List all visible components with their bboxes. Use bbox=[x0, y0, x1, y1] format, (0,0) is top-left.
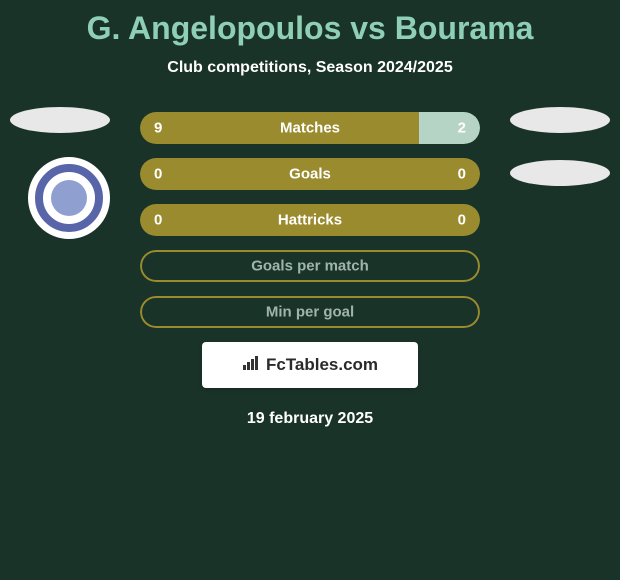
date-text: 19 february 2025 bbox=[0, 410, 620, 428]
stat-row-goals: 0 Goals 0 bbox=[140, 158, 480, 190]
stat-row-hattricks: 0 Hattricks 0 bbox=[140, 204, 480, 236]
stat-label: Goals per match bbox=[251, 258, 369, 275]
club-logo-left bbox=[28, 157, 110, 239]
stat-value-right: 0 bbox=[458, 166, 466, 183]
stat-value-left: 0 bbox=[154, 212, 162, 229]
brand-logo-box[interactable]: FcTables.com bbox=[202, 342, 418, 388]
club-logo-inner bbox=[32, 161, 106, 235]
stat-row-mpg: Min per goal bbox=[140, 296, 480, 328]
stat-row-matches: 9 Matches 2 bbox=[140, 112, 480, 144]
page-title: G. Angelopoulos vs Bourama bbox=[0, 10, 620, 47]
comparison-area: 9 Matches 2 0 Goals 0 0 Hattricks 0 Go bbox=[0, 112, 620, 428]
stat-value-right: 2 bbox=[458, 120, 466, 137]
stat-rows: 9 Matches 2 0 Goals 0 0 Hattricks 0 Go bbox=[140, 112, 480, 328]
player-left-badge bbox=[10, 107, 110, 133]
player-right-badge-2 bbox=[510, 160, 610, 186]
stat-value-right: 0 bbox=[458, 212, 466, 229]
stat-value-left: 0 bbox=[154, 166, 162, 183]
stat-label: Min per goal bbox=[266, 304, 354, 321]
chart-icon bbox=[242, 355, 262, 376]
stat-label: Matches bbox=[280, 120, 340, 137]
stat-label: Hattricks bbox=[278, 212, 342, 229]
stat-label: Goals bbox=[289, 166, 331, 183]
main-container: G. Angelopoulos vs Bourama Club competit… bbox=[0, 0, 620, 428]
player-right-badge bbox=[510, 107, 610, 133]
club-logo-center bbox=[51, 180, 87, 216]
stat-value-left: 9 bbox=[154, 120, 162, 137]
page-subtitle: Club competitions, Season 2024/2025 bbox=[0, 59, 620, 77]
stat-fill-right bbox=[419, 112, 480, 144]
brand-text: FcTables.com bbox=[266, 355, 378, 375]
stat-row-gpm: Goals per match bbox=[140, 250, 480, 282]
